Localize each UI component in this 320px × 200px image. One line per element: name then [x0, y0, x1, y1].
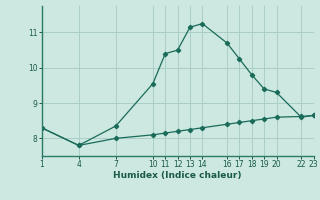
- X-axis label: Humidex (Indice chaleur): Humidex (Indice chaleur): [113, 171, 242, 180]
